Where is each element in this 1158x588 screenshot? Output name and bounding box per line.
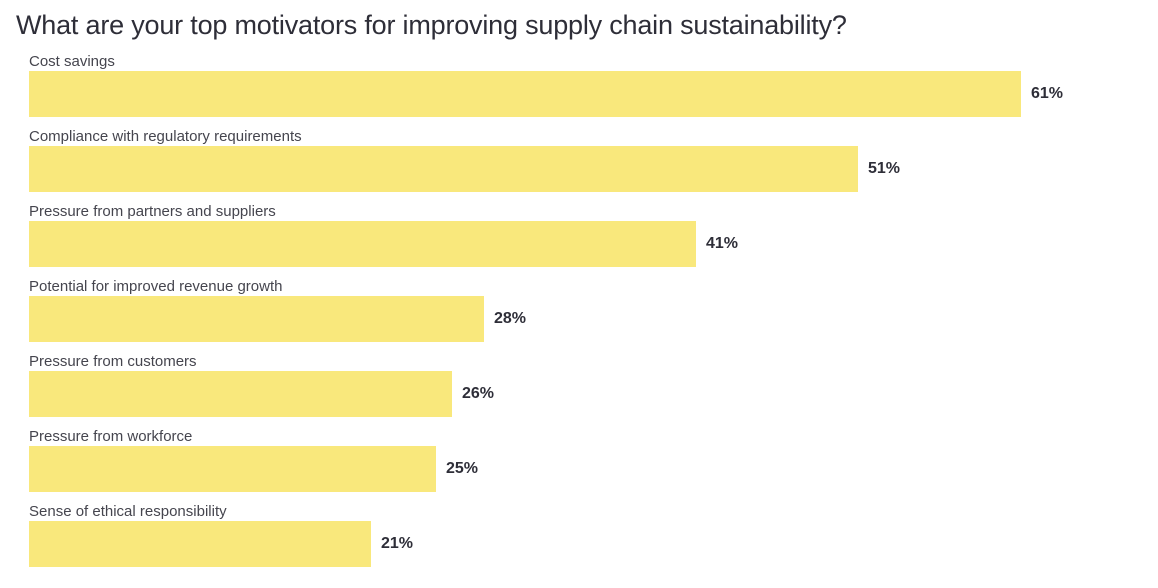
bar xyxy=(29,296,484,342)
bar-row: Compliance with regulatory requirements … xyxy=(29,128,1139,192)
bar-label: Sense of ethical responsibility xyxy=(29,503,227,520)
bar xyxy=(29,146,858,192)
bar-row: Pressure from customers 26% xyxy=(29,353,1139,417)
bar-label: Pressure from partners and suppliers xyxy=(29,203,276,220)
bar-line: 28% xyxy=(29,296,1139,342)
bar-value: 51% xyxy=(868,160,901,177)
bar-row: Sense of ethical responsibility 21% xyxy=(29,503,1139,567)
bar-row: Pressure from partners and suppliers 41% xyxy=(29,203,1139,267)
bar-row: Cost savings 61% xyxy=(29,53,1139,117)
bar-value: 25% xyxy=(446,460,479,477)
bar-line: 41% xyxy=(29,221,1139,267)
bar-row: Potential for improved revenue growth 28… xyxy=(29,278,1139,342)
bar-chart: Cost savings 61% Compliance with regulat… xyxy=(29,53,1139,578)
chart-title: What are your top motivators for improvi… xyxy=(16,10,847,40)
bar xyxy=(29,521,371,567)
bar-label: Pressure from workforce xyxy=(29,428,193,445)
bar xyxy=(29,446,436,492)
bar xyxy=(29,71,1021,117)
bar xyxy=(29,221,696,267)
bar-line: 51% xyxy=(29,146,1139,192)
bar-label: Pressure from customers xyxy=(29,353,197,370)
bar-line: 26% xyxy=(29,371,1139,417)
bar xyxy=(29,371,452,417)
bar-value: 28% xyxy=(494,310,527,327)
bar-value: 61% xyxy=(1031,85,1064,102)
bar-value: 41% xyxy=(706,235,739,252)
bar-line: 25% xyxy=(29,446,1139,492)
bar-value: 21% xyxy=(381,535,414,552)
bar-line: 21% xyxy=(29,521,1139,567)
bar-label: Cost savings xyxy=(29,53,115,70)
bar-label: Potential for improved revenue growth xyxy=(29,278,283,295)
bar-value: 26% xyxy=(462,385,495,402)
bar-label: Compliance with regulatory requirements xyxy=(29,128,302,145)
bar-line: 61% xyxy=(29,71,1139,117)
bar-row: Pressure from workforce 25% xyxy=(29,428,1139,492)
